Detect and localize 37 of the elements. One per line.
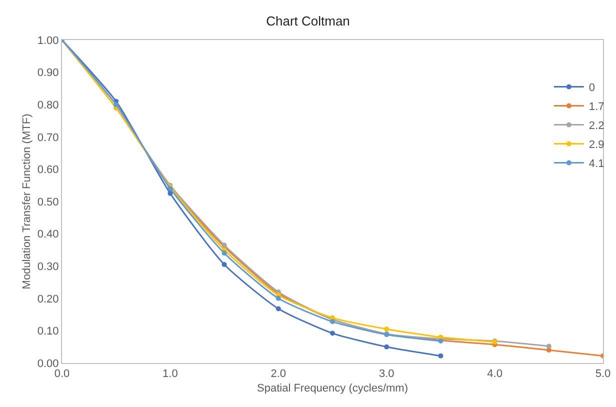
point <box>276 296 281 301</box>
y-axis-title: Modulation Transfer Function (MTF) <box>21 114 33 290</box>
y-tick-label: 0.50 <box>37 196 59 208</box>
point <box>384 326 390 332</box>
x-tick-label: 2.0 <box>270 368 286 380</box>
x-axis-title: Spatial Frequency (cycles/mm) <box>257 382 408 394</box>
y-tick-label: 0.10 <box>37 326 59 338</box>
x-tick-label: 3.0 <box>378 368 394 380</box>
y-tick-label: 1.00 <box>37 34 59 47</box>
legend-label: 1.7 <box>588 101 604 114</box>
point <box>114 102 119 108</box>
y-tick-label: 0.20 <box>37 293 59 306</box>
point <box>438 353 444 358</box>
y-tick-label: 0.60 <box>37 164 59 176</box>
y-tick-label: 0.00 <box>37 358 59 370</box>
x-tick-label: 0.0 <box>54 368 70 380</box>
legend-label: 0 <box>588 82 596 94</box>
point <box>222 250 227 256</box>
y-tick-label: 0.30 <box>37 260 59 273</box>
y-tick-label: 0.80 <box>37 99 59 112</box>
chart-title: Chart Coltman <box>266 13 350 28</box>
point <box>276 306 281 312</box>
y-tick-label: 0.90 <box>37 67 59 80</box>
point <box>168 190 173 196</box>
y-tick-label: 0.70 <box>37 132 59 144</box>
point <box>384 344 390 350</box>
point <box>222 262 227 267</box>
x-tick-label: 1.0 <box>162 368 178 380</box>
y-tick-label: 0.40 <box>37 228 59 241</box>
x-tick-label: 4.0 <box>487 368 502 380</box>
point <box>330 330 335 336</box>
point <box>330 319 335 324</box>
point <box>546 344 552 349</box>
legend-label: 2.9 <box>588 139 604 152</box>
legend-label: 2.2 <box>588 120 604 132</box>
x-tick-label: 5.0 <box>595 368 611 380</box>
legend-label: 4.1 <box>588 158 604 170</box>
